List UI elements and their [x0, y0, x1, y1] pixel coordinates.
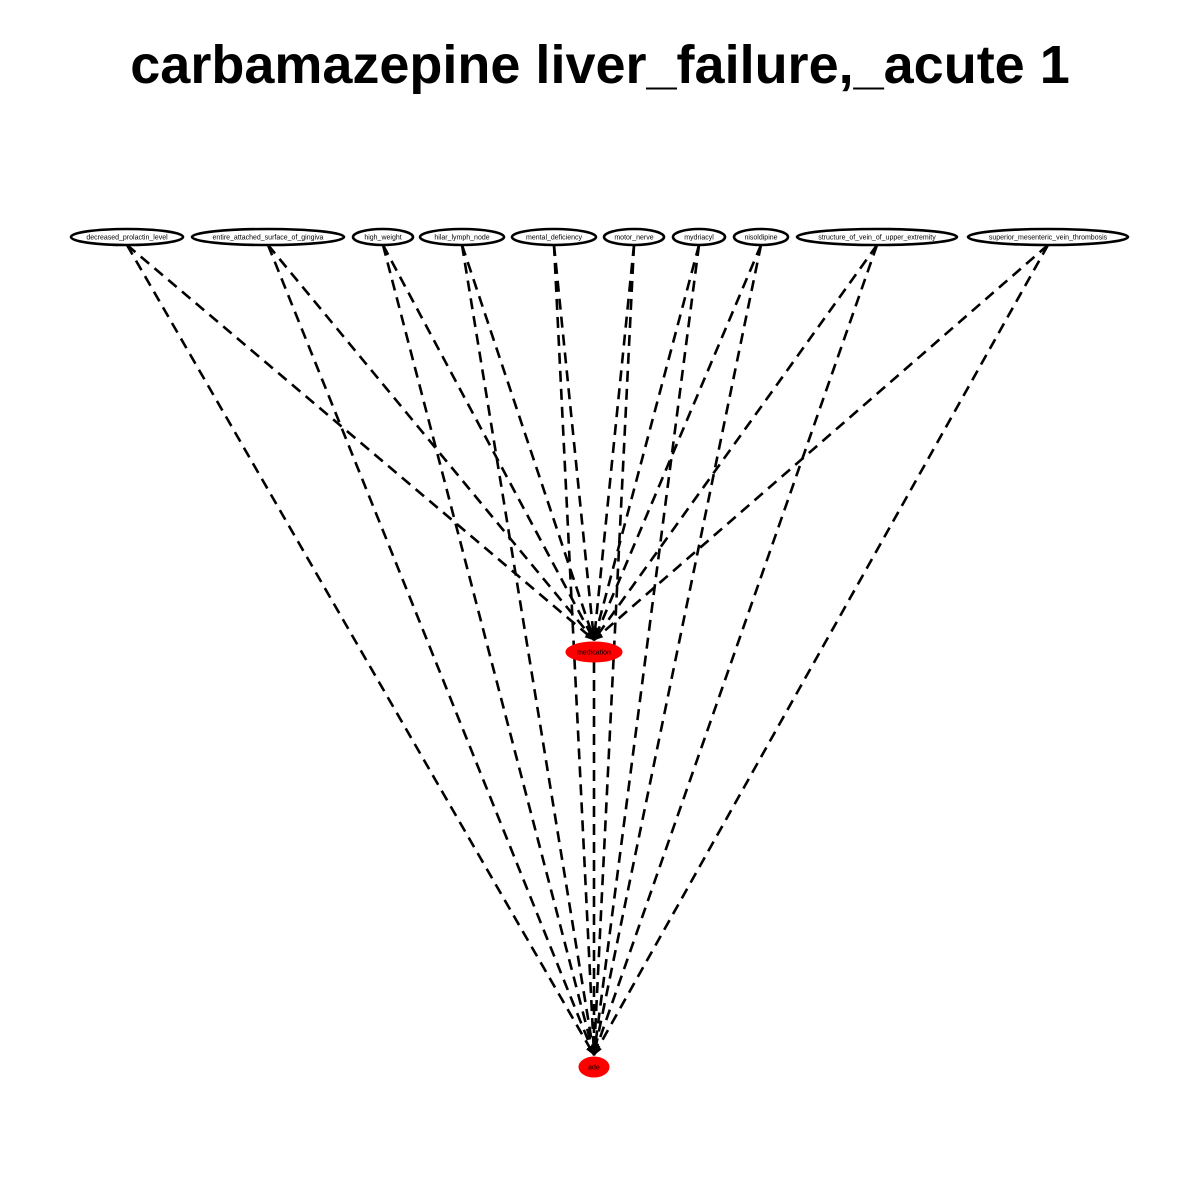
edge-n5-to-medication [552, 244, 598, 641]
edge-n9-to-ade [592, 244, 879, 1056]
node-label-ade: ade [588, 1065, 600, 1072]
node-ade: ade [578, 1056, 610, 1078]
node-n8: nisoldipine [732, 227, 790, 247]
node-label-n8: nisoldipine [744, 235, 777, 242]
node-label-n2: entire_attached_surface_of_gingiva [213, 235, 324, 242]
edge-n1-to-ade [125, 244, 596, 1056]
node-label-n10: superior_mesenteric_vein_thrombosis [989, 235, 1108, 242]
edge-n2-to-ade [266, 244, 596, 1056]
edge-n4-to-ade [460, 244, 597, 1056]
node-label-n3: high_weight [364, 235, 401, 242]
edges-layer [125, 244, 1050, 1056]
node-medication: medication [565, 641, 623, 663]
edge-n2-to-medication [266, 244, 596, 641]
node-shape-n3 [351, 227, 415, 247]
node-shape-n1 [69, 227, 185, 247]
node-label-n9: structure_of_vein_of_upper_extremity [818, 235, 936, 242]
node-n7: mydriacyl [671, 227, 727, 247]
edge-n9-to-medication [592, 244, 879, 641]
node-shape-n5 [510, 227, 598, 247]
node-label-n6: motor_nerve [614, 235, 653, 242]
edge-n10-to-medication [593, 244, 1049, 641]
edge-n7-to-medication [592, 244, 701, 641]
node-shape-medication [565, 641, 623, 663]
node-shape-n9 [795, 227, 959, 247]
node-n6: motor_nerve [602, 227, 666, 247]
edge-n7-to-ade [591, 244, 701, 1056]
edge-n3-to-medication [381, 244, 596, 641]
node-n9: structure_of_vein_of_upper_extremity [795, 227, 959, 247]
node-shape-n10 [966, 227, 1130, 247]
node-n2: entire_attached_surface_of_gingiva [190, 227, 346, 247]
nodes-layer: decreased_prolactin_level entire_attached… [69, 227, 1130, 1078]
node-label-n4: hilar_lymph_node [434, 235, 489, 242]
node-shape-n2 [190, 227, 346, 247]
node-label-medication: medication [577, 650, 611, 657]
edge-n6-to-medication [590, 244, 636, 641]
node-shape-n4 [418, 227, 506, 247]
node-n5: mental_deficiency [510, 227, 598, 247]
node-shape-ade [578, 1056, 610, 1078]
node-shape-n7 [671, 227, 727, 247]
node-shape-n6 [602, 227, 666, 247]
edge-n4-to-medication [460, 244, 596, 641]
node-label-n1: decreased_prolactin_level [86, 235, 168, 242]
node-label-n5: mental_deficiency [526, 235, 583, 242]
edge-n3-to-ade [381, 244, 596, 1056]
diagram-title: carbamazepine liver_failure,_acute 1 [130, 35, 1070, 95]
edge-n8-to-ade [591, 244, 763, 1056]
edge-n10-to-ade [592, 244, 1050, 1056]
node-n10: superior_mesenteric_vein_thrombosis [966, 227, 1130, 247]
edge-n1-to-medication [126, 244, 595, 641]
node-n3: high_weight [351, 227, 415, 247]
node-n1: decreased_prolactin_level [69, 227, 185, 247]
node-n4: hilar_lymph_node [418, 227, 506, 247]
node-label-n7: mydriacyl [684, 235, 714, 242]
node-shape-n8 [732, 227, 790, 247]
